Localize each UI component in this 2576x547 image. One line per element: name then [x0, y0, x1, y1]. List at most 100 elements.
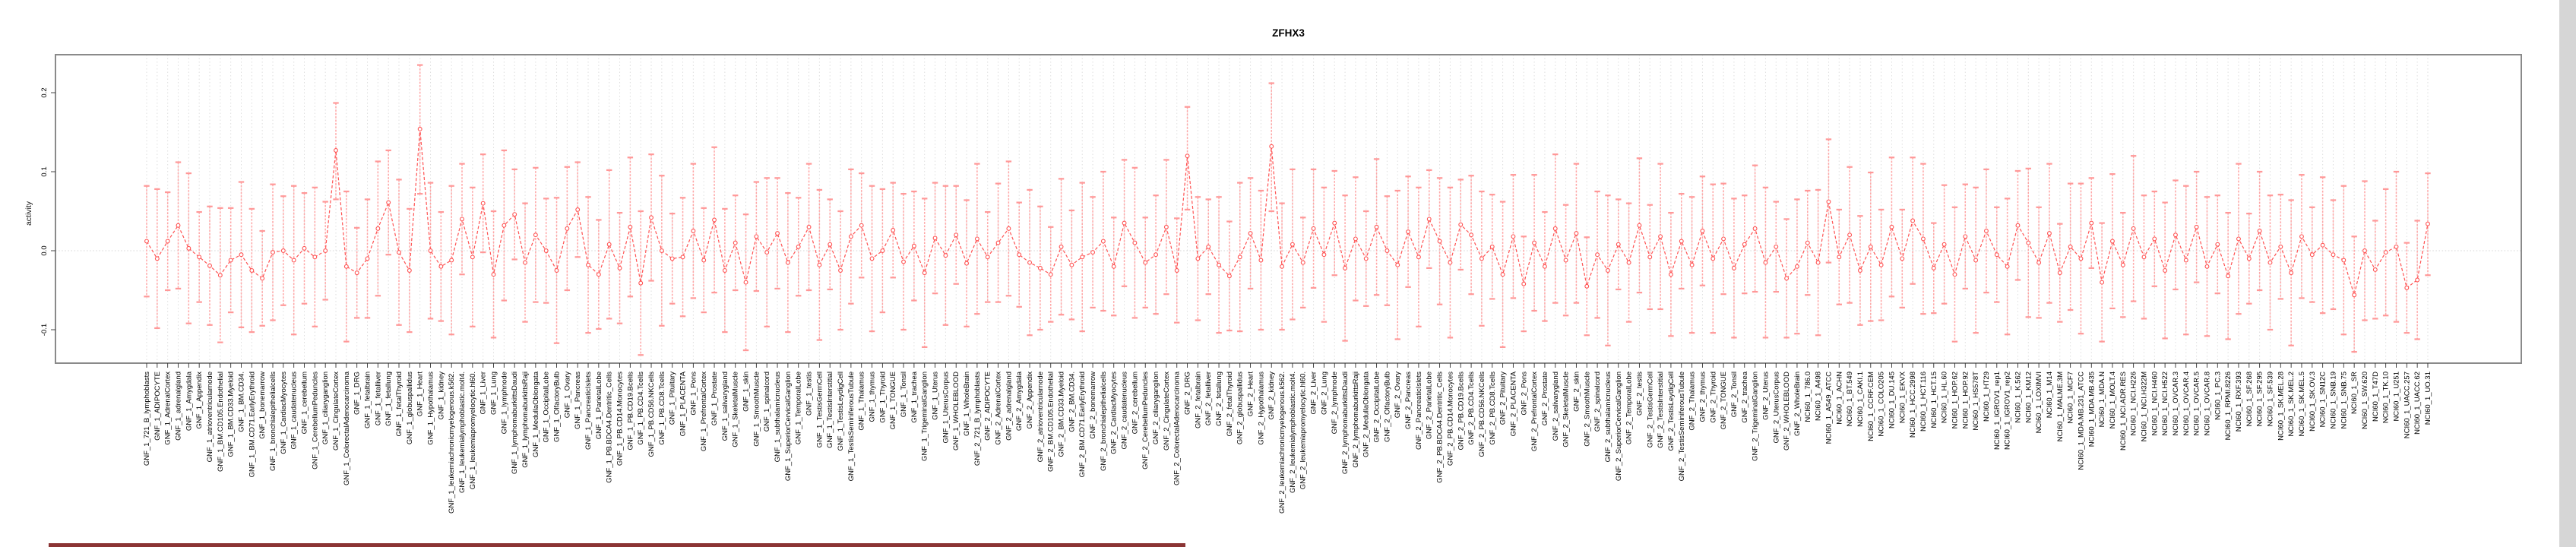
x-tick-label: GNF_2_CerebellumPeduncles	[1141, 372, 1150, 470]
x-tick-label: NCI60_1_HS578T	[1972, 372, 1980, 431]
x-tick-label: NCI60_1_UACC.62	[2413, 372, 2422, 435]
x-tick-label: NCI60_1_MOLT.4	[2109, 372, 2117, 428]
x-tick-label: GNF_2_BM.CD105.Endothelial	[1047, 372, 1055, 472]
x-tick-label: GNF_2_Amygdala	[1015, 371, 1024, 431]
x-tick-label: GNF_2_Pituitary	[1499, 372, 1508, 425]
x-tick-label: GNF_1_ParietalLobe	[595, 372, 603, 439]
x-tick-label: NCI60_1_A498	[1815, 372, 1823, 421]
x-tick-label: GNF_2_TestisInterstitial	[1657, 372, 1665, 448]
x-tick-label: NCI60_1_RXF.393	[2235, 372, 2243, 432]
x-tick-label: NCI60_1_SW.620	[2361, 372, 2369, 429]
x-tick-label: GNF_1_atrioventricularnode	[206, 372, 214, 462]
x-tick-label: NCI60_1_MDA.N	[2098, 372, 2106, 428]
x-tick-label: NCI60_1_OVCAR.4	[2182, 372, 2191, 435]
x-tick-label: GNF_2_BM.CD33.Myeloid	[1058, 372, 1066, 457]
x-tick-label: GNF_1_CardiacMyocytes	[280, 372, 288, 454]
x-tick-label: GNF_2_WholeBrain	[1793, 372, 1802, 436]
x-tick-label: GNF_1_TestisGermCell	[815, 372, 824, 447]
x-tick-label: GNF_2_globuspallidus	[1236, 372, 1245, 444]
x-tick-label: GNF_2_SkeletalMuscle	[1562, 372, 1571, 447]
x-tick-label: NCI60_1_HOP.92	[1961, 372, 1970, 428]
x-tick-label: GNF_2_CingulateCortex	[1163, 372, 1171, 451]
x-tick-label: GNF_1_SmoothMuscle	[752, 372, 761, 447]
x-tick-label: GNF_2_ParietalLobe	[1426, 372, 1434, 439]
x-tick-label: GNF_1_PB.BDCA4.Dentritic_Cells	[606, 372, 614, 483]
x-tick-label: GNF_2_Thalamus	[1688, 372, 1697, 431]
x-tick-label: GNF_1_OccipitalLobe	[543, 372, 551, 442]
x-tick-label: GNF_1_Prostate	[710, 372, 719, 425]
x-tick-label: GNF_1_spinalcord	[763, 372, 771, 432]
x-tick-label: GNF_1_Pancreas	[574, 372, 582, 429]
y-tick-label: -0.1	[40, 324, 49, 336]
x-tick-label: GNF_2_Heart	[1247, 372, 1255, 416]
x-tick-label: NCI60_1_SNB.19	[2329, 372, 2337, 429]
x-tick-label: GNF_1_fetalbrain	[364, 372, 372, 428]
x-tick-label: GNF_2_fetallung	[1215, 372, 1223, 426]
x-tick-label: GNF_2_TemporalLobe	[1625, 372, 1634, 444]
y-tick-label: 0.1	[40, 166, 49, 176]
x-tick-label: GNF_2_leukemiachronicmyelogenous.k562.	[1278, 372, 1286, 514]
x-tick-label: GNF_1_Thyroid	[878, 372, 887, 423]
x-tick-label: GNF_1_TestisSeminiferousTubule	[847, 372, 856, 481]
x-tick-label: NCI60_1_OVCAR.3	[2172, 372, 2180, 435]
x-tick-label: NCI60_1_CAKI.1	[1856, 372, 1865, 427]
x-tick-label: GNF_1_SuperiorCervicalGanglion	[784, 372, 793, 481]
x-tick-label: GNF_2_Pons	[1520, 372, 1528, 416]
x-tick-label: NCI60_1_SK.OV.3	[2309, 372, 2317, 432]
x-tick-label: GNF_1_TONGUE	[889, 372, 897, 429]
x-tick-label: GNF_2_PB.CD8.Tcells	[1489, 372, 1497, 445]
x-tick-label: GNF_2_cerebellum	[1131, 372, 1139, 434]
x-tick-label: GNF_1_skin	[742, 372, 751, 412]
x-tick-label: NCI60_1_SN12C	[2319, 372, 2328, 428]
x-tick-label: GNF_2_PancreaticIslets	[1415, 372, 1423, 450]
x-tick-label: NCI60_1_LOXIMVI	[2035, 372, 2043, 433]
y-tick-label: 0.0	[40, 245, 49, 255]
mean-points	[144, 126, 2430, 298]
x-tick-label: NCI60_1_KM12	[2024, 372, 2033, 423]
x-tick-label: GNF_2_PB.CD19.Bcells	[1457, 372, 1465, 451]
x-tick-label: GNF_1_fetalThyroid	[395, 372, 403, 437]
x-tick-label: NCI60_1_MALME.3M	[2056, 372, 2065, 441]
x-tick-label: GNF_1_leukemialymphoblastic.molt4.	[458, 372, 467, 493]
x-tick-label: GNF_1_adrenalgland	[175, 372, 183, 441]
x-tick-label: GNF_2_TONGUE	[1720, 372, 1728, 429]
plot-box	[55, 54, 2522, 364]
x-tick-label: GNF_1_WHOLEBLOOD	[952, 372, 960, 451]
x-tick-label: GNF_1_WholeBrain	[963, 372, 971, 436]
x-tick-label: NCI60_1_UACC.257	[2403, 372, 2411, 438]
x-tick-label: NCI60_1_NCI.H460	[2150, 372, 2159, 436]
x-tick-label: NCI60_1_HL.60	[1941, 372, 1949, 423]
x-tick-label: GNF_2_SmoothMuscle	[1583, 372, 1591, 447]
x-tick-label: GNF_1_caudatenucleus	[290, 372, 299, 450]
x-tick-label: GNF_1_lymphomaburkittsDaudi	[511, 372, 519, 474]
x-tick-label: GNF_2_kidney	[1267, 372, 1276, 420]
x-tick-label: NCI60_1_OVCAR.8	[2203, 372, 2211, 435]
x-tick-label: NCI60_1_SF.539	[2266, 372, 2274, 426]
x-tick-label: NCI60_1_M14	[2046, 372, 2054, 418]
x-tick-label: GNF_2_lymphnode	[1331, 372, 1339, 434]
x-tick-label: NCI60_1_SF.268	[2245, 372, 2254, 426]
x-tick-label: NCI60_1_HCT.116	[1919, 372, 1928, 432]
x-tick-label: GNF_1_globuspallidus	[406, 372, 414, 444]
x-tick-label: GNF_1_ciliaryganglion	[321, 372, 330, 444]
x-tick-label: GNF_1_Uterus	[932, 372, 940, 420]
x-tick-label: GNF_2_PB.CD14.Monocytes	[1446, 372, 1454, 466]
x-tick-label: GNF_2_AdrenalCortex	[995, 372, 1003, 445]
x-tick-label: GNF_2_ADIPOCYTE	[984, 372, 992, 441]
x-tick-label: GNF_1_TemporalLobe	[795, 372, 803, 444]
x-tick-label: NCI60_1_NCI.ADR.RES	[2119, 372, 2128, 451]
x-tick-label: GNF_2_CardiacMyocytes	[1110, 372, 1119, 454]
x-tick-label: GNF_2_leukemiapromyelocytic.hl60.	[1299, 372, 1308, 489]
x-tick-label: NCI60_1_SF.295	[2256, 372, 2264, 426]
x-tick-label: GNF_2_WHOLEBLOOD	[1783, 372, 1791, 451]
x-tick-label: GNF_1_PB.CD4.Tcells	[637, 372, 645, 445]
x-tick-label: GNF_2_Thyroid	[1709, 372, 1717, 423]
axis-ticks	[51, 92, 2429, 368]
x-tick-label: NCI60_1_CCRF.CEM	[1867, 372, 1875, 441]
bottom-partial-bar	[49, 543, 1185, 547]
x-tick-label: GNF_1_AdrenalCortex	[164, 372, 172, 445]
x-tick-label: GNF_2_TrigeminalGanglion	[1752, 372, 1760, 461]
x-tick-label: GNF_1_PB.CD56.NKCells	[647, 372, 656, 457]
x-tick-label: GNF_1_lymphomaburkittsRaji	[521, 372, 530, 468]
x-tick-label: GNF_1_Tonsil	[900, 372, 908, 417]
